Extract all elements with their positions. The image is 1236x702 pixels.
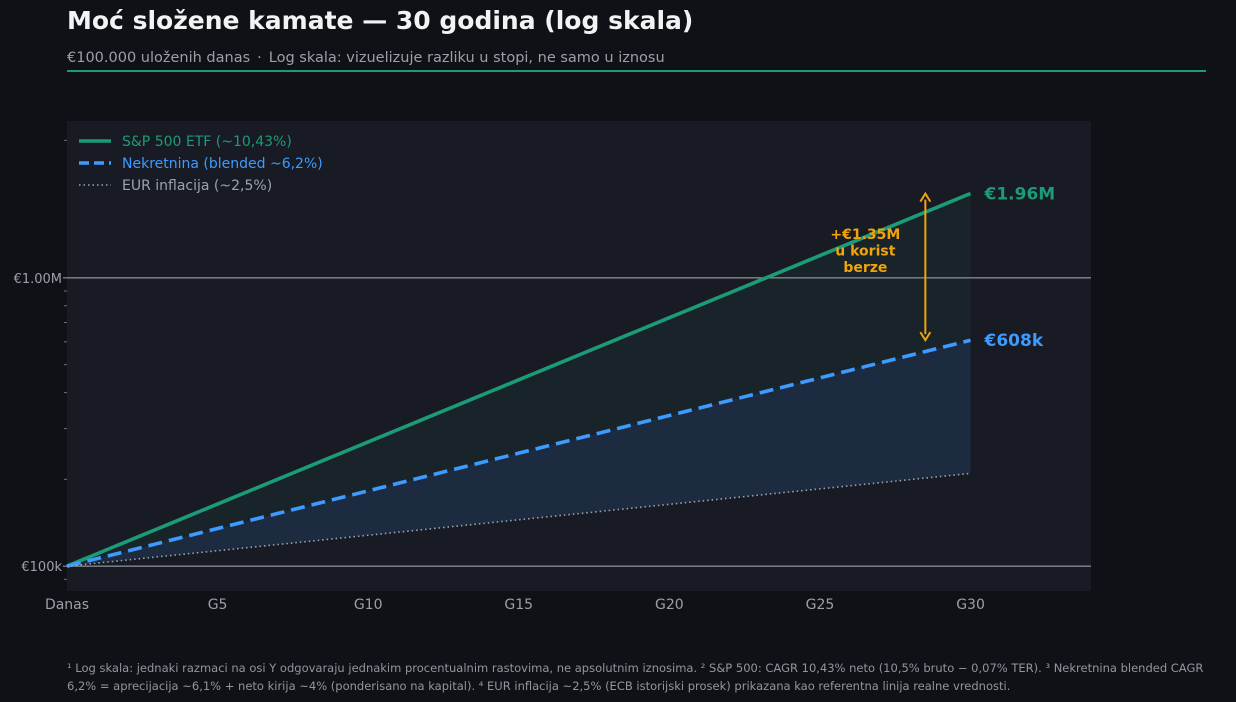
- footnote: ¹ Log skala: jednaki razmaci na osi Y od…: [67, 661, 1204, 693]
- subtitle-note: Log skala: vizuelizuje razliku u stopi, …: [268, 50, 665, 66]
- subtitle-amount: €100.000 uloženih danas: [67, 50, 251, 66]
- legend-item-sp500-label: S&P 500 ETF (~10,43%): [122, 134, 292, 150]
- end-label-sp500: €1.96M: [984, 185, 1056, 205]
- gap-arrow-head-bottom: [919, 331, 932, 343]
- x-tick-label-2: G10: [354, 597, 383, 613]
- x-tick-label-3: G15: [504, 597, 533, 613]
- y-tick-label-1: €1.00M: [14, 272, 62, 287]
- fill-between-real-estate-inflation: [67, 340, 971, 567]
- gap-annotation-line-2: berze: [843, 260, 887, 276]
- x-tick-label-4: G20: [655, 597, 684, 613]
- x-tick-label-5: G25: [806, 597, 835, 613]
- series-line-inflation: [66, 472, 971, 567]
- legend-item-inflation-label: EUR inflacija (~2,5%): [122, 178, 272, 194]
- x-tick-label-0: Danas: [45, 597, 89, 613]
- gap-annotation-line-1: u korist: [835, 243, 895, 259]
- y-tick-label-0: €100k: [21, 560, 62, 575]
- page-subtitle: €100.000 uloženih danas · Log skala: vizue…: [67, 50, 665, 66]
- end-label-real-estate: €608k: [984, 331, 1044, 351]
- gap-arrow-head-top: [919, 191, 932, 203]
- series-line-sp500: [66, 191, 972, 568]
- page-title: Moć složene kamate — 30 godina (log skal…: [67, 6, 694, 35]
- legend-item-real-estate-label: Nekretnina (blended ~6,2%): [122, 156, 323, 172]
- subtitle-separator: ·: [257, 50, 262, 66]
- series-line-real-estate: [66, 338, 971, 568]
- x-tick-label-6: G30: [956, 597, 985, 613]
- header-divider: [67, 70, 1206, 72]
- x-tick-label-1: G5: [208, 597, 228, 613]
- gap-annotation-line-0: +€1.35M: [830, 227, 900, 243]
